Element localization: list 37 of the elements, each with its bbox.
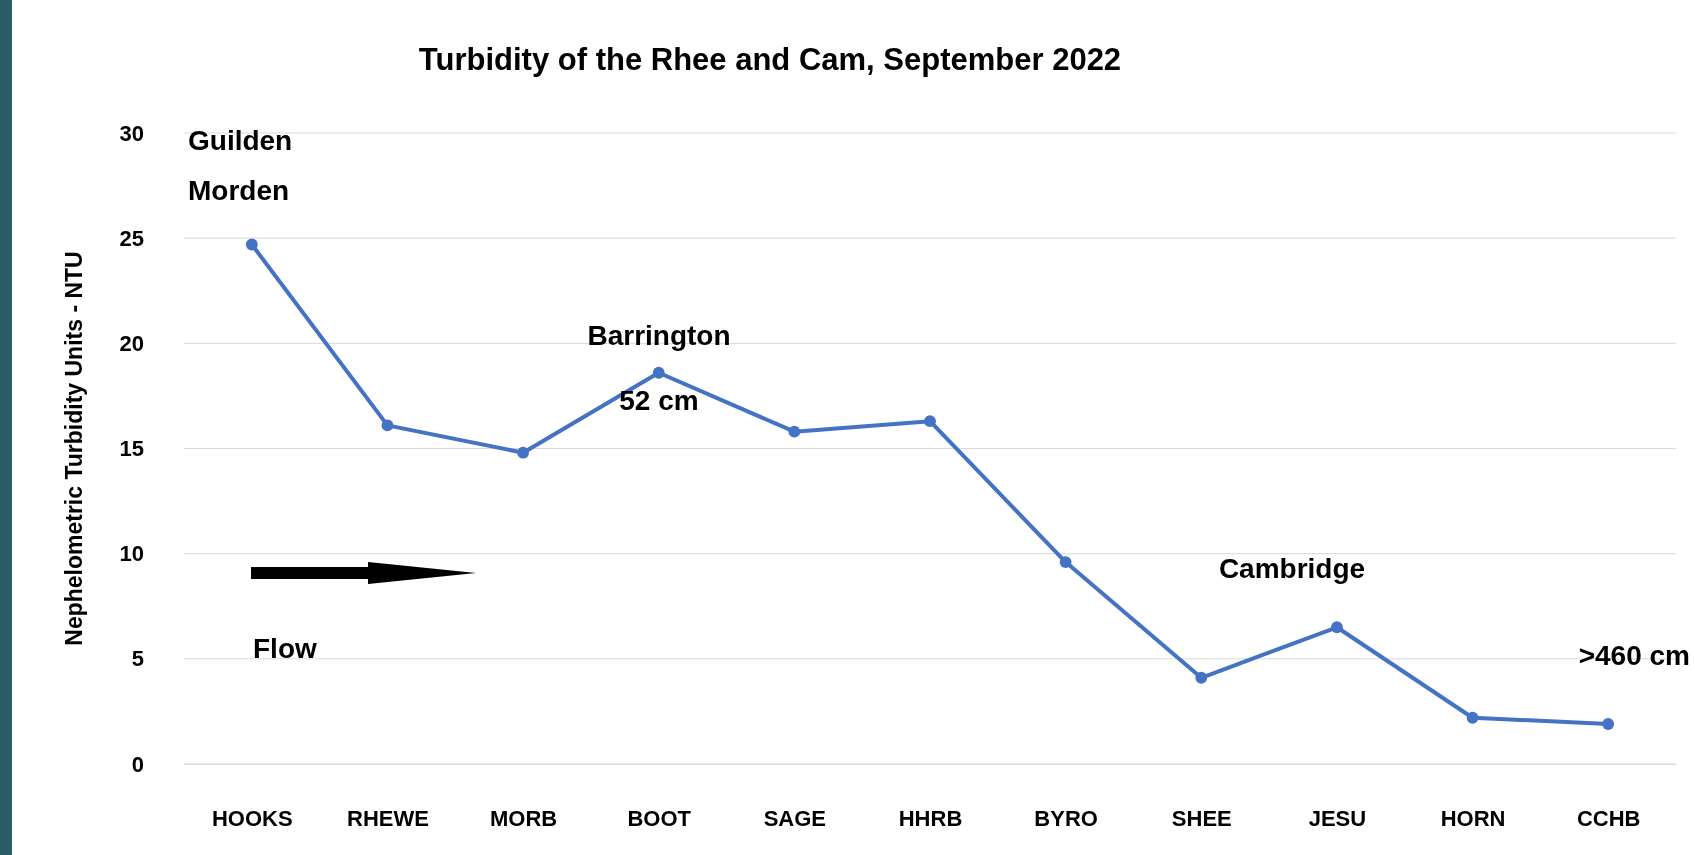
x-tick-label: HORN xyxy=(1440,805,1506,831)
x-tick-label: HHRB xyxy=(898,805,963,831)
annotation: Barrington xyxy=(587,320,731,351)
y-tick-label: 5 xyxy=(131,646,144,672)
point xyxy=(1602,718,1615,730)
point xyxy=(1330,621,1343,634)
x-tick-label: CCHB xyxy=(1576,805,1641,831)
y-tick-label: 30 xyxy=(119,120,144,146)
annotation: Cambridge xyxy=(1218,553,1366,584)
x-tick-label: JESU xyxy=(1308,805,1367,831)
point xyxy=(652,366,665,379)
point xyxy=(1466,711,1479,724)
x-tick-label: SAGE xyxy=(763,805,827,831)
point xyxy=(1059,556,1072,568)
y-tick-label: 25 xyxy=(119,225,144,251)
x-tick-label: RHEWE xyxy=(347,805,429,831)
y-tick-label: 0 xyxy=(131,751,144,777)
x-tick-label: SHEE xyxy=(1171,805,1232,831)
x-tick-label: BYRO xyxy=(1034,805,1098,831)
annotation: >460 cm xyxy=(1578,640,1690,671)
point xyxy=(517,446,530,459)
point xyxy=(788,425,801,438)
point xyxy=(381,419,394,432)
y-tick-label: 10 xyxy=(119,541,144,567)
annotation: Guilden Morden xyxy=(188,125,293,206)
annotation: 52 cm xyxy=(619,385,699,416)
point xyxy=(245,238,258,251)
point xyxy=(1195,671,1208,684)
x-tick-label: HOOKS xyxy=(211,805,293,831)
x-tick-label: BOOT xyxy=(627,805,692,831)
x-tick-label: MORB xyxy=(489,805,558,831)
y-tick-label: 20 xyxy=(119,330,144,356)
point xyxy=(924,415,936,428)
y-tick-label: 15 xyxy=(119,436,144,462)
y-axis-title: Nephelometric Turbidity Units - NTU xyxy=(61,251,87,646)
annotation: Flow xyxy=(253,633,317,664)
chart-title: Turbidity of the Rhee and Cam, September 2022 xyxy=(418,42,1122,77)
